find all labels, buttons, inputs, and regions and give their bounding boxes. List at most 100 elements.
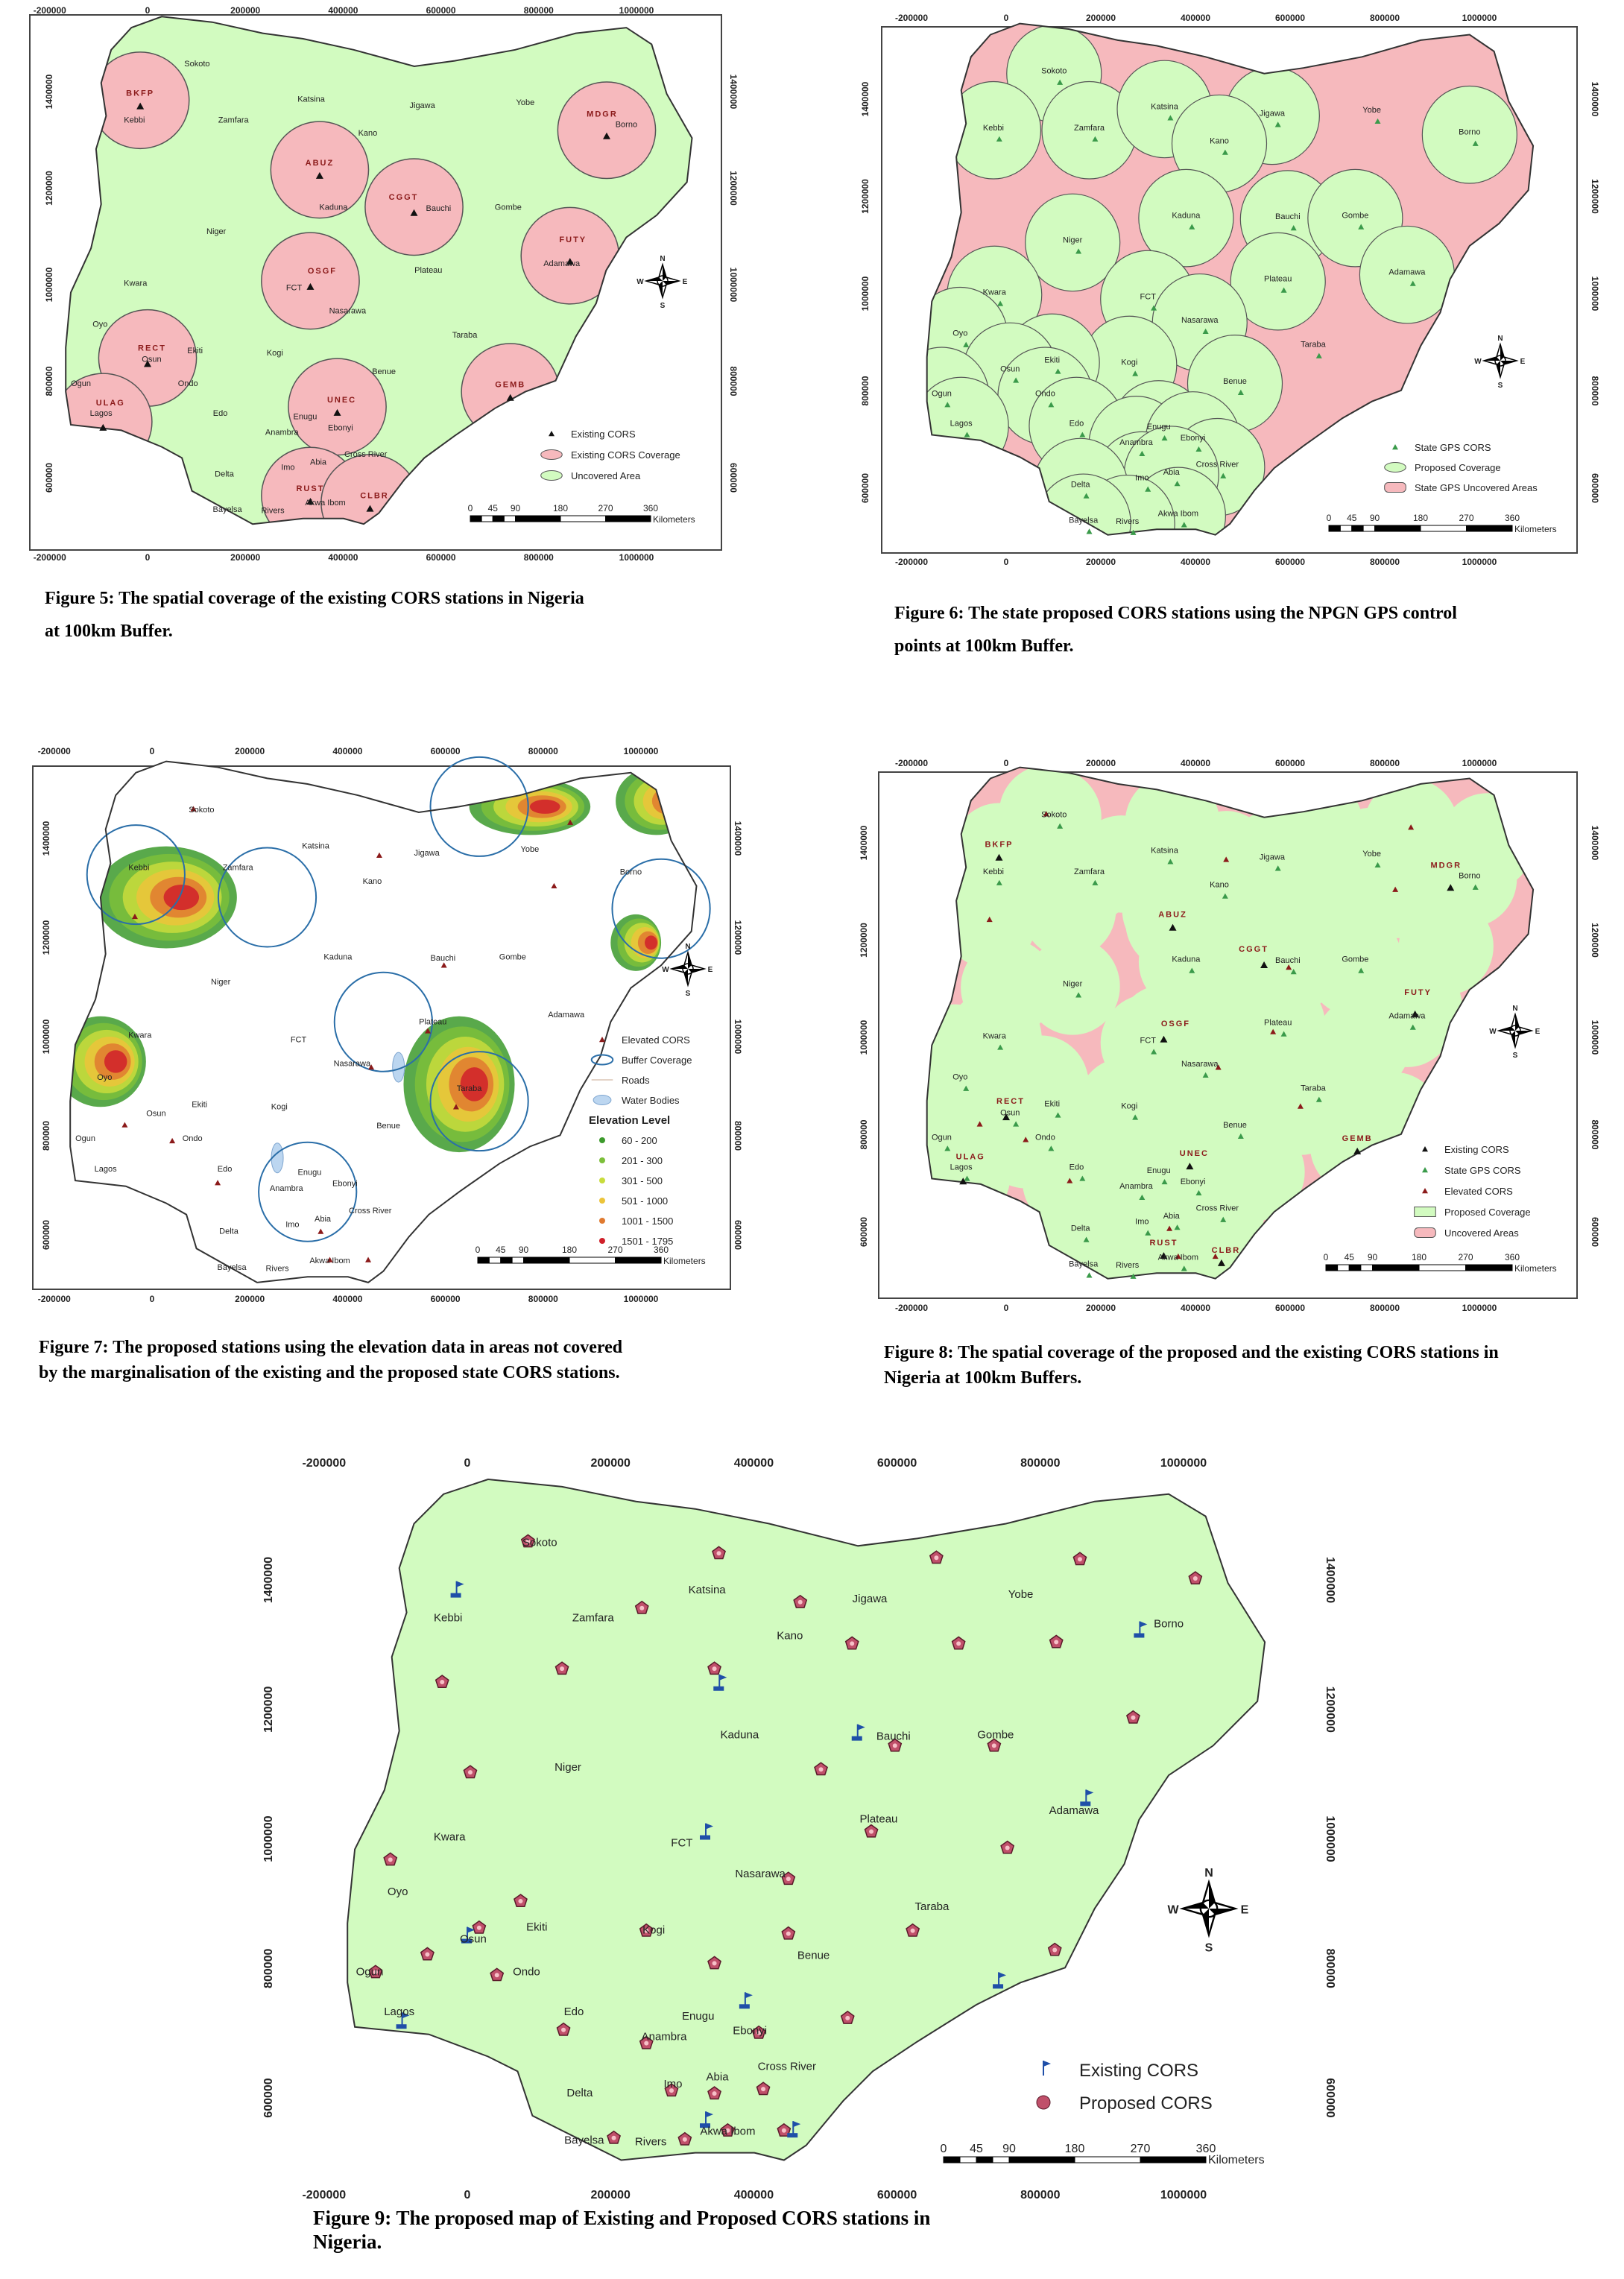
cors-marker [1013, 1121, 1020, 1127]
y-tick-label-right: 1400000 [733, 821, 743, 856]
elevation-legend-title: Elevation Level [589, 1114, 670, 1127]
legend-label: Existing CORS Coverage [571, 449, 680, 461]
cors-marker [1167, 115, 1174, 121]
compass-ring [657, 275, 669, 287]
cors-marker [1151, 305, 1157, 311]
state-label: Adamawa [548, 1011, 585, 1020]
x-tick-label-bottom: 600000 [1275, 557, 1305, 567]
proposed-cors-marker-center [611, 2135, 616, 2140]
y-tick-label-right: 1200000 [1590, 923, 1600, 958]
state-label: Katsina [302, 842, 330, 851]
existing-cors-marker [366, 505, 374, 512]
y-tick-label-right: 800000 [733, 1121, 743, 1151]
state-label: Rivers [261, 506, 285, 515]
y-tick-label-left: 1200000 [860, 179, 871, 214]
map-frame [881, 26, 1578, 554]
state-label: Oyo [952, 329, 967, 338]
legend-label: Uncovered Area [571, 470, 641, 481]
elevation-zone [460, 1067, 488, 1101]
elevation-class-dot [599, 1178, 605, 1183]
proposed-cors-marker-center [561, 2027, 566, 2032]
compass-w: W [1489, 1028, 1497, 1036]
scale-bar-label: 360 [643, 503, 658, 513]
compass-star-shade [1499, 1014, 1532, 1047]
map-layers [70, 761, 697, 1283]
proposed-cors-marker-center [425, 1952, 430, 1957]
scale-bar-segment [523, 1257, 570, 1264]
scale-bar-label: 0 [475, 1245, 481, 1255]
state-label: Lagos [95, 1165, 117, 1174]
x-tick-label-bottom: 1000000 [619, 552, 654, 563]
state-label: Delta [566, 2087, 593, 2099]
state-label: Oyo [388, 1886, 408, 1898]
x-tick-label-bottom: 200000 [1086, 557, 1116, 567]
existing-cors-marker [1260, 961, 1268, 968]
state-label: Bayelsa [212, 505, 242, 514]
state-label: Rivers [1116, 1261, 1140, 1270]
x-tick-label-top: 400000 [734, 1457, 774, 1470]
state-label: Niger [555, 1761, 581, 1774]
existing-cors-base [739, 2004, 750, 2009]
y-tick-label-right: 600000 [1590, 473, 1600, 503]
state-label: Niger [1063, 979, 1083, 988]
existing-coverage-buffer [1125, 873, 1221, 970]
cors-marker [1374, 118, 1381, 124]
scale-bar-label: 180 [562, 1245, 577, 1255]
cors-marker [1189, 224, 1195, 230]
proposed-cors-marker-center [1192, 1576, 1198, 1581]
x-tick-label-top: 800000 [528, 746, 558, 756]
scale-bar-unit: Kilometers [653, 514, 695, 525]
figure-caption-line: Figure 7: The proposed stations using th… [39, 1338, 623, 1357]
legend-swatch [1414, 1227, 1436, 1238]
state-label: Sokoto [1041, 67, 1067, 76]
cors-marker [1057, 823, 1064, 829]
legend-label: Existing CORS [1079, 2061, 1198, 2081]
existing-cors-base [396, 2024, 407, 2029]
cors-marker [1023, 1137, 1029, 1142]
station-code-label: ABUZ [1158, 911, 1187, 920]
state-label: Kebbi [983, 124, 1004, 133]
cors-marker [1280, 1031, 1287, 1037]
cors-marker [1057, 79, 1064, 85]
y-tick-label-right: 1200000 [728, 171, 739, 206]
state-label: Adamawa [543, 259, 581, 268]
cors-marker [317, 1228, 324, 1234]
cors-marker [1139, 450, 1146, 457]
legend-swatch [593, 1095, 612, 1105]
scale-bar-label: 45 [1347, 513, 1357, 523]
legend-swatch [590, 1054, 614, 1066]
state-label: Benue [372, 367, 396, 376]
cors-marker [1132, 1114, 1139, 1120]
cors-marker [1043, 811, 1049, 817]
state-label: Bauchi [1275, 956, 1301, 965]
x-tick-label-bottom: 400000 [332, 1294, 362, 1304]
state-label: Kaduna [323, 953, 353, 962]
existing-coverage-buffer [66, 373, 153, 471]
cors-marker [1048, 1145, 1055, 1151]
buffer-coverage-ring [333, 971, 433, 1072]
legend-swatch [540, 449, 563, 460]
scale-bar-label: 270 [607, 1245, 622, 1255]
existing-coverage-buffer [557, 81, 657, 180]
scale-bar-label: 360 [654, 1245, 669, 1255]
map-frame [32, 765, 731, 1290]
state-label: Kaduna [1172, 955, 1201, 964]
cors-marker [1083, 1236, 1090, 1242]
scale-bar-segment [943, 2156, 961, 2163]
cors-marker [1409, 280, 1416, 286]
x-tick-label-top: 800000 [1370, 758, 1400, 768]
scale-bar-segment [1339, 525, 1353, 532]
legend-label: State GPS Uncovered Areas [1415, 482, 1538, 493]
proposed-cors-marker-center [1052, 1947, 1058, 1953]
y-tick-label-left: 1200000 [44, 171, 54, 206]
state-label: Yobe [1362, 106, 1381, 115]
x-tick-label-top: 1000000 [1160, 1457, 1207, 1470]
cors-marker [1132, 370, 1139, 376]
state-label: Abia [310, 458, 327, 467]
y-tick-label-left: 800000 [41, 1121, 51, 1151]
x-tick-label-top: 200000 [230, 5, 260, 16]
state-label: Kogi [642, 1924, 665, 1937]
existing-cors-marker [410, 209, 418, 216]
